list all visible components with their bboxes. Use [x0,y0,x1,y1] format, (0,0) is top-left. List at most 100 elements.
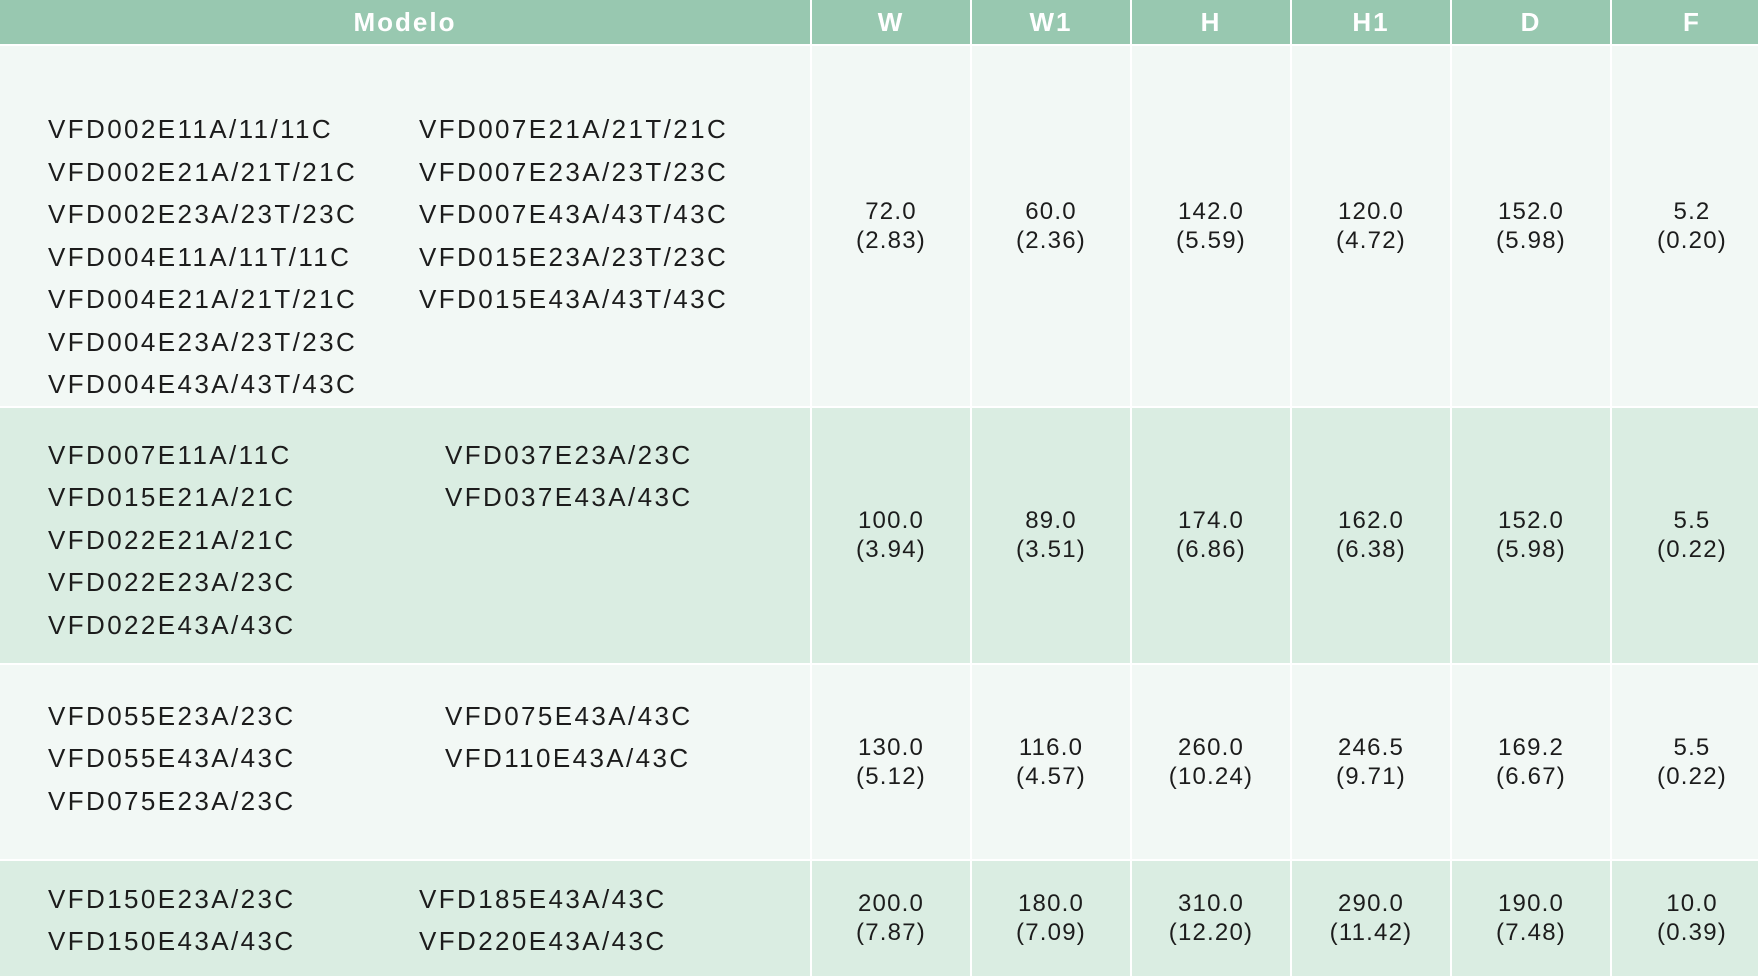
value-mm: 174.0 [1177,507,1245,534]
value-inch: (6.86) [1176,536,1246,563]
model-list-cell: VFD007E11A/11C VFD015E21A/21C VFD022E21A… [0,407,810,663]
cell-w: 200.0 (7.87) [812,860,970,976]
value-inch: (5.98) [1496,226,1566,254]
cell-w: 100.0 (3.94) [812,407,970,663]
value-mm: 162.0 [1337,507,1405,534]
cell-w: 72.0 (2.83) [812,46,970,406]
header-w: W [812,0,970,44]
model-name: VFD015E23A/23T/23C [419,241,729,272]
model-column: VFD007E21A/21T/21C VFD007E23A/23T/23C VF… [419,108,728,406]
model-name: VFD007E43A/43T/43C [419,199,729,229]
model-column: VFD007E11A/11C VFD015E21A/21C VFD022E21A… [48,434,445,647]
model-name: VFD022E23A/23C [48,567,296,597]
model-name: VFD004E11A/11T/11C [48,241,352,272]
value-inch: (9.71) [1336,762,1406,790]
cell-h1: 120.0 (4.72) [1292,46,1450,406]
value-inch: (7.48) [1496,919,1566,946]
value-inch: (3.94) [856,536,926,563]
cell-d: 152.0 (5.98) [1452,46,1610,406]
value-inch: (0.22) [1657,762,1727,790]
value-mm: 152.0 [1497,507,1565,534]
model-column: VFD185E43A/43C VFD220E43A/43C [419,878,667,963]
value-mm: 5.5 [1673,733,1711,761]
model-list-cell: VFD055E23A/23C VFD055E43A/43C VFD075E23A… [0,664,810,859]
model-name: VFD022E43A/43C [48,609,296,640]
model-name: VFD037E23A/23C [445,439,693,470]
model-name: VFD022E21A/21C [48,524,296,555]
cell-d: 152.0 (5.98) [1452,407,1610,663]
cell-h: 174.0 (6.86) [1132,407,1290,663]
model-name: VFD015E43A/43T/43C [419,284,729,314]
model-list-cell: VFD150E23A/23C VFD150E43A/43C VFD185E43A… [0,860,810,976]
value-inch: (7.09) [1016,919,1086,946]
model-name: VFD150E23A/23C [48,883,296,914]
value-mm: 180.0 [1017,890,1085,917]
table-row: VFD055E23A/23C VFD055E43A/43C VFD075E23A… [0,664,1758,859]
model-column: VFD055E23A/23C VFD055E43A/43C VFD075E23A… [48,695,445,823]
value-inch: (0.22) [1657,536,1727,563]
value-inch: (5.12) [856,762,926,790]
value-inch: (3.51) [1016,536,1086,563]
value-mm: 5.5 [1673,507,1711,534]
cell-f: 5.5 (0.22) [1612,407,1758,663]
value-inch: (0.20) [1657,226,1727,254]
cell-h1: 162.0 (6.38) [1292,407,1450,663]
model-name: VFD185E43A/43C [419,883,667,914]
value-mm: 260.0 [1177,733,1245,761]
cell-d: 169.2 (6.67) [1452,664,1610,859]
value-inch: (12.20) [1168,919,1254,946]
model-name: VFD055E23A/23C [48,700,296,731]
table-row: VFD002E11A/11/11C VFD002E21A/21T/21C VFD… [0,46,1758,406]
value-mm: 246.5 [1337,733,1405,761]
cell-w: 130.0 (5.12) [812,664,970,859]
model-name: VFD220E43A/43C [419,926,667,956]
header-row: Modelo W W1 H H1 D F [0,0,1758,44]
cell-h1: 290.0 (11.42) [1292,860,1450,976]
value-inch: (10.24) [1168,762,1254,790]
header-h1: H1 [1292,0,1450,44]
value-mm: 89.0 [1025,507,1077,534]
cell-h1: 246.5 (9.71) [1292,664,1450,859]
header-w1: W1 [972,0,1130,44]
value-mm: 100.0 [857,507,925,534]
model-column: VFD002E11A/11/11C VFD002E21A/21T/21C VFD… [48,108,419,406]
value-mm: 142.0 [1177,197,1245,225]
value-mm: 60.0 [1025,197,1077,225]
value-mm: 190.0 [1497,890,1565,917]
value-inch: (0.39) [1657,919,1727,946]
cell-w1: 180.0 (7.09) [972,860,1130,976]
value-mm: 10.0 [1666,890,1718,917]
cell-f: 5.5 (0.22) [1612,664,1758,859]
model-column: VFD037E23A/23C VFD037E43A/43C [445,434,693,647]
header-d: D [1452,0,1610,44]
header-f: F [1612,0,1758,44]
model-name: VFD055E43A/43C [48,743,296,773]
model-name: VFD004E43A/43T/43C [48,369,358,399]
value-mm: 5.2 [1673,197,1711,225]
value-mm: 130.0 [857,733,925,761]
cell-h: 260.0 (10.24) [1132,664,1290,859]
model-name: VFD007E23A/23T/23C [419,156,729,187]
value-inch: (11.42) [1329,919,1413,946]
value-mm: 200.0 [857,890,925,917]
value-inch: (6.67) [1496,762,1566,790]
cell-w1: 89.0 (3.51) [972,407,1130,663]
model-name: VFD002E11A/11/11C [48,114,334,144]
model-name: VFD007E21A/21T/21C [419,114,729,144]
model-name: VFD002E23A/23T/23C [48,199,358,229]
table-row: VFD150E23A/23C VFD150E43A/43C VFD185E43A… [0,860,1758,976]
value-inch: (4.72) [1336,226,1406,254]
cell-f: 10.0 (0.39) [1612,860,1758,976]
value-inch: (7.87) [856,919,926,946]
header-modelo: Modelo [0,0,810,44]
cell-f: 5.2 (0.20) [1612,46,1758,406]
value-mm: 310.0 [1177,890,1245,917]
value-inch: (5.59) [1176,226,1246,254]
value-inch: (2.36) [1016,226,1086,254]
cell-w1: 116.0 (4.57) [972,664,1130,859]
value-inch: (6.38) [1336,536,1406,563]
model-name: VFD150E43A/43C [48,926,296,956]
table-row: VFD007E11A/11C VFD015E21A/21C VFD022E21A… [0,407,1758,663]
value-inch: (2.83) [856,226,926,254]
